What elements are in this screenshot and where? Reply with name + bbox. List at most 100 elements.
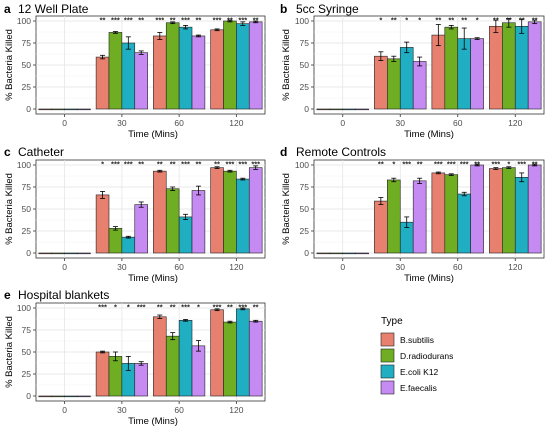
y-tick-label: 0 bbox=[26, 104, 31, 114]
bar-b-subtilis bbox=[374, 200, 388, 254]
bar-e-coli-k12 bbox=[236, 23, 250, 110]
bar-e-coli-k12 bbox=[178, 320, 193, 397]
bar-e-coli-k12 bbox=[121, 236, 136, 254]
error-bar bbox=[391, 55, 397, 62]
error-bar bbox=[506, 166, 512, 169]
bar-b-subtilis bbox=[210, 167, 224, 254]
error-bar bbox=[435, 24, 441, 47]
legend-swatch bbox=[380, 348, 395, 363]
bar-d-radiodurans bbox=[502, 22, 516, 110]
x-axis-label: Time (Mins) bbox=[128, 129, 178, 140]
legend-swatch bbox=[380, 332, 395, 347]
bar-e-faecalis bbox=[248, 320, 263, 397]
error-bar bbox=[100, 54, 106, 60]
bar-d-radiodurans bbox=[387, 179, 401, 254]
error-bar bbox=[170, 21, 176, 25]
bar-e-coli-k12 bbox=[178, 216, 193, 254]
significance-label: ** bbox=[227, 303, 233, 312]
bar-d-radiodurans bbox=[108, 32, 123, 110]
error-bar bbox=[125, 235, 131, 239]
significance-label: * bbox=[379, 16, 382, 25]
x-tick-label: 30 bbox=[117, 262, 127, 272]
significance-label: *** bbox=[213, 16, 222, 25]
y-axis-label: % Bacteria Killed bbox=[281, 29, 292, 101]
legend: Type B.subtilis D.radiodurans E.coli K12 E.f… bbox=[380, 316, 453, 395]
x-tick-label: 30 bbox=[117, 405, 127, 415]
bar-e-faecalis bbox=[355, 108, 369, 111]
bar-b-subtilis bbox=[316, 252, 331, 255]
bar-b-subtilis bbox=[38, 108, 53, 111]
bar-e-faecalis bbox=[191, 345, 206, 397]
error-bar bbox=[183, 213, 189, 220]
significance-label: *** bbox=[155, 16, 164, 25]
error-bar bbox=[493, 167, 499, 170]
error-bar bbox=[227, 320, 233, 324]
legend-entry-label: E.faecalis bbox=[400, 383, 437, 393]
x-tick-label: 120 bbox=[229, 405, 243, 415]
significance-label: ** bbox=[214, 160, 220, 169]
significance-label: ** bbox=[448, 16, 454, 25]
x-tick-label: 0 bbox=[62, 262, 67, 272]
y-tick-label: 100 bbox=[295, 160, 309, 170]
significance-label: ** bbox=[519, 16, 525, 25]
error-bar bbox=[138, 201, 144, 208]
bar-d-radiodurans bbox=[502, 167, 516, 254]
panel-d: d Remote Controls** * *** ** *** *** *** ** *** * *… bbox=[280, 145, 545, 284]
error-bar bbox=[157, 32, 163, 40]
bar-e-coli-k12 bbox=[342, 108, 356, 111]
bar-b-subtilis bbox=[374, 55, 388, 110]
y-tick-label: 50 bbox=[22, 204, 32, 214]
significance-label: *** bbox=[181, 160, 190, 169]
error-bar bbox=[112, 226, 118, 231]
significance-label: *** bbox=[111, 16, 120, 25]
error-bar bbox=[474, 37, 480, 40]
significance-label: ** bbox=[100, 16, 106, 25]
y-tick-label: 75 bbox=[300, 38, 310, 48]
significance-label: *** bbox=[137, 303, 146, 312]
x-tick-label: 0 bbox=[62, 405, 67, 415]
significance-label: ** bbox=[227, 16, 233, 25]
x-axis-label: Time (Mins) bbox=[404, 129, 454, 140]
significance-label: ** bbox=[253, 303, 259, 312]
bar-b-subtilis bbox=[153, 35, 167, 110]
error-bar bbox=[214, 308, 220, 312]
x-axis-label: Time (Mins) bbox=[128, 416, 178, 427]
error-bar bbox=[138, 361, 144, 366]
panel-e: e Hospital blankets*** * * *** ** ** *** * *** ** *… bbox=[4, 288, 266, 427]
y-axis-label: % Bacteria Killed bbox=[4, 29, 15, 101]
y-axis-label: % Bacteria Killed bbox=[4, 316, 15, 388]
error-bar bbox=[227, 169, 233, 173]
bar-d-radiodurans bbox=[223, 170, 237, 254]
significance-label: ** bbox=[461, 16, 467, 25]
bar-e-faecalis bbox=[191, 190, 206, 254]
error-bar bbox=[157, 169, 163, 173]
y-tick-label: 100 bbox=[295, 16, 309, 26]
x-tick-label: 0 bbox=[340, 262, 345, 272]
significance-label: *** bbox=[491, 160, 500, 169]
bar-d-radiodurans bbox=[108, 228, 123, 254]
bar-d-radiodurans bbox=[165, 22, 180, 110]
significance-label: ** bbox=[391, 16, 397, 25]
bar-e-coli-k12 bbox=[64, 252, 78, 255]
legend-entry-label: E.coli K12 bbox=[400, 367, 439, 377]
error-bar bbox=[519, 172, 525, 183]
bar-e-faecalis bbox=[527, 164, 542, 254]
significance-label: *** bbox=[124, 16, 133, 25]
error-bar bbox=[214, 166, 220, 169]
x-tick-label: 60 bbox=[174, 262, 184, 272]
error-bar bbox=[214, 28, 220, 32]
bar-e-faecalis bbox=[134, 363, 148, 397]
y-tick-label: 0 bbox=[26, 248, 31, 258]
error-bar bbox=[195, 185, 201, 196]
bar-d-radiodurans bbox=[223, 321, 237, 397]
significance-label: *** bbox=[238, 160, 247, 169]
error-bar bbox=[404, 41, 410, 54]
significance-label: *** bbox=[447, 160, 456, 169]
y-axis-label: % Bacteria Killed bbox=[4, 173, 15, 245]
significance-label: ** bbox=[196, 16, 202, 25]
panel-title: 5cc Syringe bbox=[296, 2, 359, 16]
panel-letter: c bbox=[4, 145, 11, 159]
significance-label: ** bbox=[532, 160, 538, 169]
error-bar bbox=[112, 31, 118, 34]
y-tick-label: 50 bbox=[22, 60, 32, 70]
